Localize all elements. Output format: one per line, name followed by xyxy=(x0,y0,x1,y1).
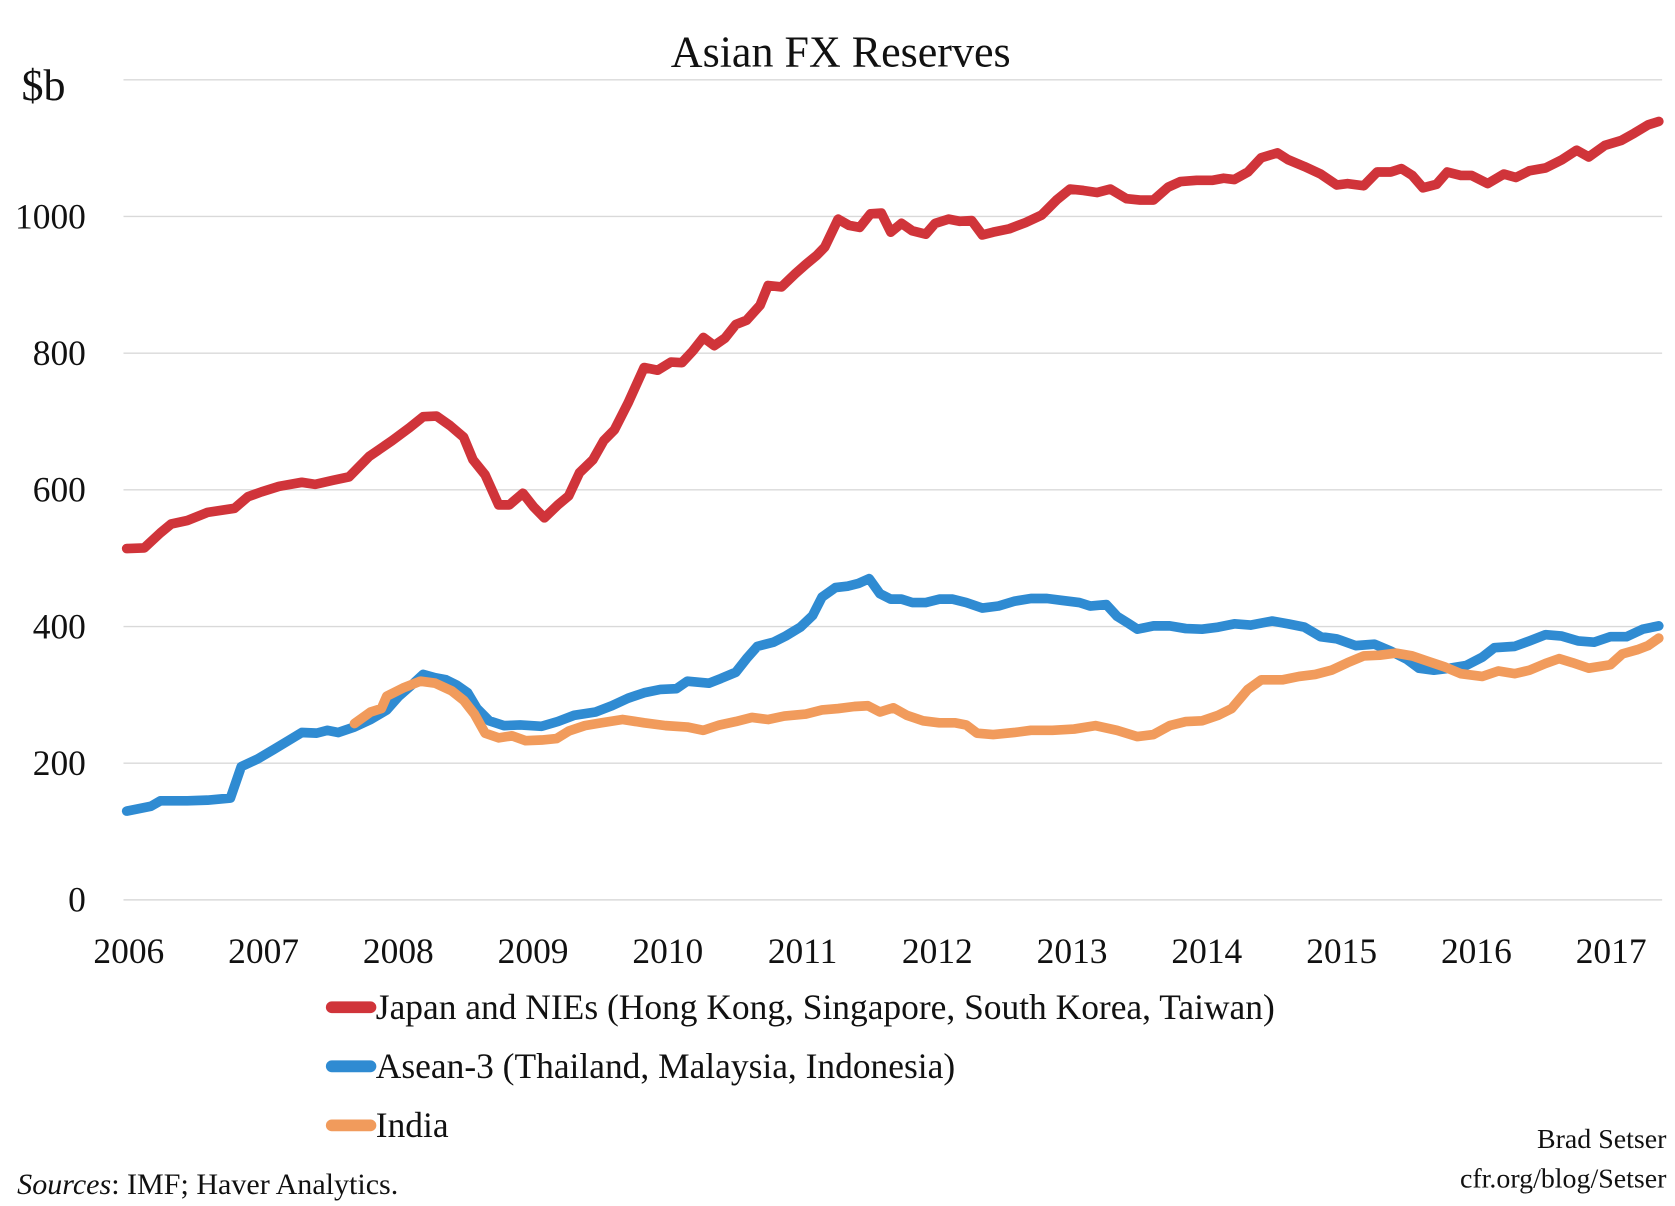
series-line-2 xyxy=(349,633,1664,746)
legend: Japan and NIEs (Hong Kong, Singapore, So… xyxy=(325,987,1275,1145)
series-line-0 xyxy=(121,116,1664,554)
chart-title: Asian FX Reserves xyxy=(671,28,1011,77)
x-tick-label: 2007 xyxy=(228,931,299,971)
sources-note: Sources: IMF; Haver Analytics. xyxy=(17,1167,398,1201)
y-tick-labels: 0 200 400 600 800 1000 xyxy=(15,196,86,919)
author-credit: Brad Setser xyxy=(1537,1124,1667,1155)
x-tick-label: 2010 xyxy=(632,931,703,971)
y-tick-label: 600 xyxy=(33,470,86,510)
x-tick-label: 2017 xyxy=(1576,931,1647,971)
legend-label: India xyxy=(376,1105,449,1145)
series-lines xyxy=(121,116,1664,816)
y-axis-unit-label: $b xyxy=(21,61,65,110)
x-tick-label: 2014 xyxy=(1171,931,1242,971)
y-tick-label: 400 xyxy=(33,606,86,646)
x-tick-label: 2016 xyxy=(1441,931,1512,971)
legend-item: India xyxy=(325,1105,449,1145)
sources-text: : IMF; Haver Analytics. xyxy=(111,1167,398,1201)
x-tick-label: 2011 xyxy=(768,931,838,971)
series-line-1 xyxy=(121,573,1664,816)
y-tick-label: 1000 xyxy=(15,196,86,236)
y-tick-label: 200 xyxy=(33,743,86,783)
gridlines xyxy=(123,79,1663,901)
sources-label: Sources xyxy=(17,1167,111,1201)
legend-label: Japan and NIEs (Hong Kong, Singapore, So… xyxy=(376,987,1275,1027)
author-url: cfr.org/blog/Setser xyxy=(1460,1164,1667,1195)
legend-label: Asean-3 (Thailand, Malaysia, Indonesia) xyxy=(376,1046,955,1086)
y-tick-label: 0 xyxy=(68,880,86,920)
x-tick-label: 2009 xyxy=(498,931,569,971)
x-tick-label: 2006 xyxy=(93,931,164,971)
x-tick-label: 2013 xyxy=(1037,931,1108,971)
legend-item: Japan and NIEs (Hong Kong, Singapore, So… xyxy=(325,987,1275,1027)
x-tick-label: 2015 xyxy=(1306,931,1377,971)
y-tick-label: 800 xyxy=(33,333,86,373)
x-tick-label: 2012 xyxy=(902,931,973,971)
x-tick-label: 2008 xyxy=(363,931,434,971)
x-tick-labels: 2006 2007 2008 2009 2010 2011 2012 2013 2014 2015… xyxy=(93,931,1646,971)
legend-item: Asean-3 (Thailand, Malaysia, Indonesia) xyxy=(325,1046,955,1086)
